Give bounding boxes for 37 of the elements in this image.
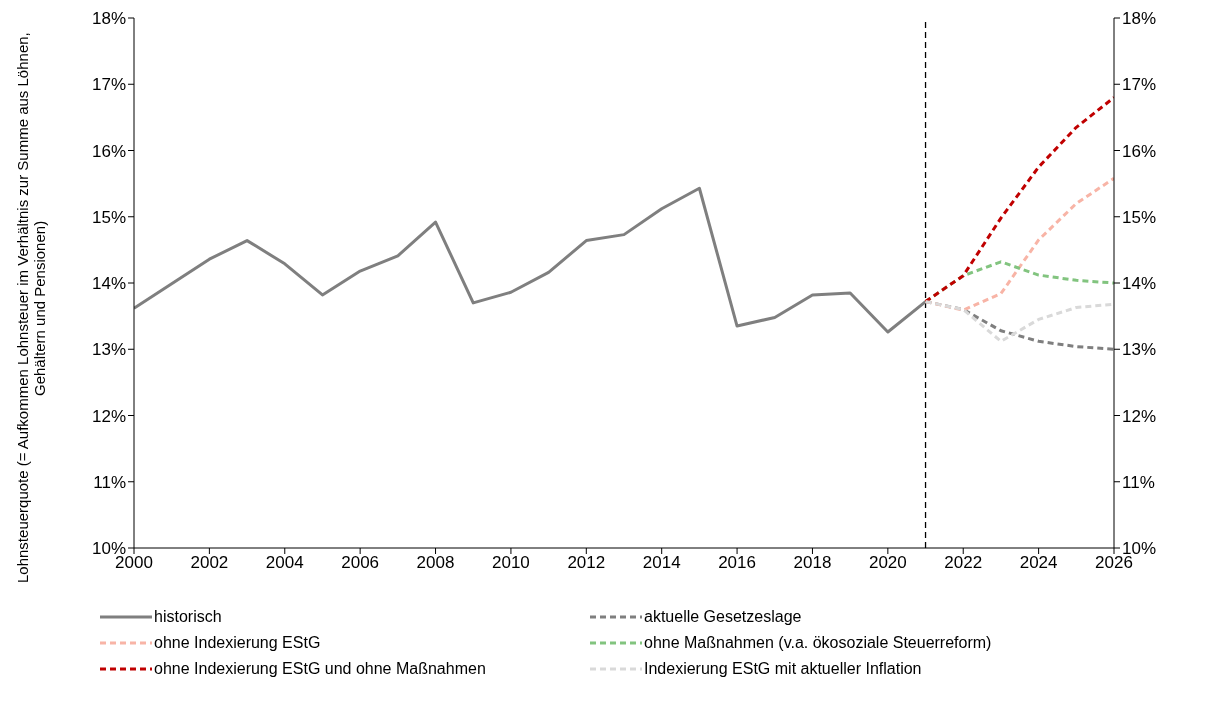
y2-tick-label: 13% <box>1122 340 1157 360</box>
y-tick-label: 16% <box>91 141 126 161</box>
y-tick-label: 14% <box>91 274 126 294</box>
x-tick-label: 2008 <box>416 553 455 573</box>
x-tick-label: 2004 <box>265 553 304 573</box>
x-tick-label: 2014 <box>642 553 681 573</box>
x-tick-label: 2010 <box>492 553 530 573</box>
y-axis-title: Lohnsteuerquote (= Aufkommen Lohnsteuer im Verhältnis zur Summe aus Löhnen, Gehältern und Pensionen) <box>14 31 48 586</box>
legend-label: Indexierung EStG mit aktueller Inflation <box>644 660 922 678</box>
y-tick-label: 18% <box>91 9 126 29</box>
y2-tick-label: 16% <box>1122 141 1157 161</box>
x-tick-label: 2002 <box>190 553 229 573</box>
x-tick-label: 2020 <box>868 553 907 573</box>
y-tick-label: 13% <box>91 340 126 360</box>
x-tick-label: 2024 <box>1019 553 1058 573</box>
y2-tick-label: 15% <box>1122 207 1157 227</box>
line-series <box>924 300 1114 343</box>
x-tick-label: 2006 <box>341 553 380 573</box>
x-tick-label: 2016 <box>718 553 756 573</box>
x-tick-label: 2018 <box>793 553 832 573</box>
legend-label: ohne Indexierung EStG und ohne Maßnahmen <box>154 660 486 678</box>
y2-tick-label: 17% <box>1122 75 1157 95</box>
y-tick-label: 12% <box>91 406 126 426</box>
legend-label: aktuelle Gesetzeslage <box>644 608 802 626</box>
y2-tick-label: 18% <box>1122 9 1157 29</box>
x-tick-label: 2012 <box>567 553 606 573</box>
legend-label: ohne Indexierung EStG <box>154 634 321 652</box>
y2-tick-label: 11% <box>1122 472 1155 492</box>
y-tick-label: 15% <box>91 207 126 227</box>
y-tick-label: 17% <box>91 75 126 95</box>
y-tick-label: 11% <box>93 472 126 492</box>
legend-label: historisch <box>154 608 222 626</box>
line-series <box>924 176 1114 312</box>
y2-tick-label: 14% <box>1122 274 1157 294</box>
y2-tick-label: 12% <box>1122 406 1157 426</box>
legend-label: ohne Maßnahmen (v.a. ökosoziale Steuerreform) <box>644 634 992 652</box>
x-tick-label: 2022 <box>944 553 983 573</box>
